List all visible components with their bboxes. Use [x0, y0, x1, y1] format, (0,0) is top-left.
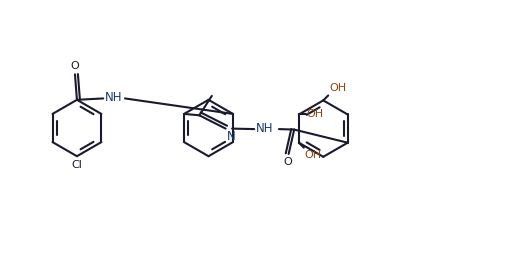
Text: Cl: Cl — [71, 160, 82, 170]
Text: O: O — [70, 61, 79, 71]
Text: N: N — [226, 130, 235, 143]
Text: OH: OH — [329, 84, 346, 93]
Text: NH: NH — [105, 91, 123, 104]
Text: O: O — [282, 157, 292, 167]
Text: NH: NH — [256, 122, 273, 135]
Text: OH: OH — [304, 150, 321, 160]
Text: OH: OH — [306, 109, 323, 119]
